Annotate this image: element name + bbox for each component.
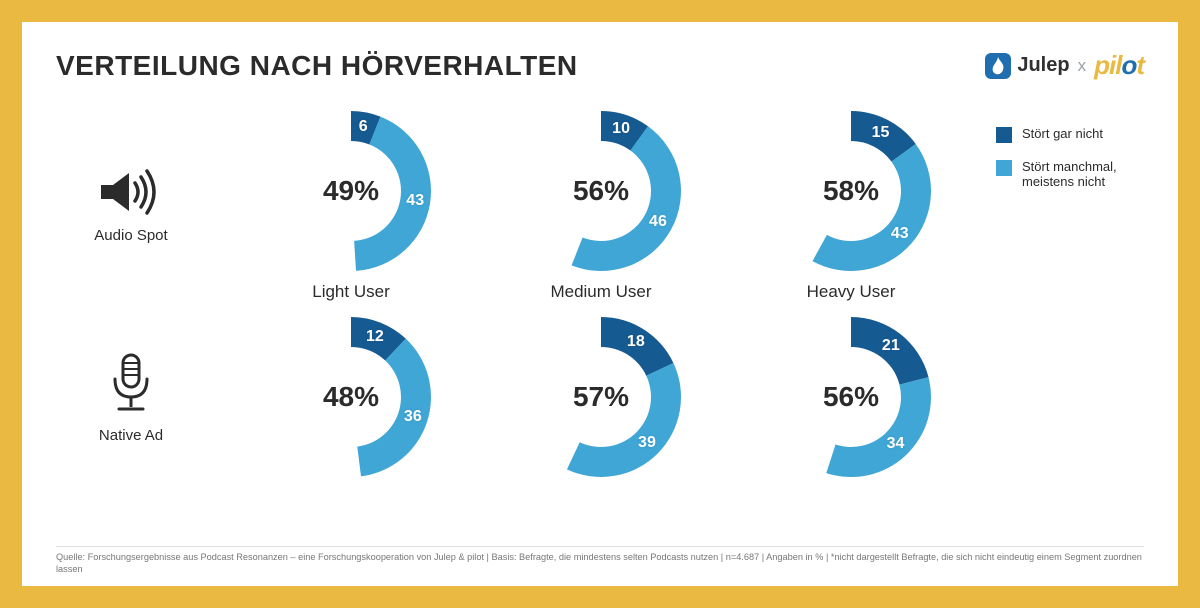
donut-native-medium: 57%18 39: [496, 312, 706, 482]
row-label-native-ad: Native Ad: [56, 351, 206, 444]
microphone-icon: [105, 351, 157, 419]
donut-center-value: 56%: [516, 106, 686, 276]
donut-audio-light: 49%6 43 Light User: [246, 106, 456, 302]
donut-segment-value: 39: [638, 434, 656, 452]
legend-item: Stört gar nicht: [996, 126, 1144, 143]
legend-swatch-light: [996, 160, 1012, 176]
page-title: VERTEILUNG NACH HÖRVERHALTEN: [56, 50, 578, 82]
donut-segment-value: 18: [627, 333, 645, 351]
donut-segment-value: 34: [887, 435, 905, 453]
julep-logo: Julep: [985, 53, 1069, 79]
legend-swatch-dark: [996, 127, 1012, 143]
donut-native-light: 48%12 36: [246, 312, 456, 482]
row-label-audio-spot: Audio Spot: [56, 165, 206, 244]
donut-segment-value: 46: [649, 213, 667, 231]
brand-separator: x: [1078, 56, 1087, 76]
chart-row-2: Native Ad 48%12 36 57%18 39 56%21 34: [56, 312, 1144, 482]
row-label-text: Native Ad: [99, 427, 163, 444]
legend-label: Stört manchmal, meistens nicht: [1022, 159, 1144, 189]
donut-center-value: 49%: [266, 106, 436, 276]
main-panel: VERTEILUNG NACH HÖRVERHALTEN Julep x pil…: [22, 22, 1178, 586]
julep-text: Julep: [1017, 54, 1069, 77]
col-caption: Light User: [312, 282, 389, 302]
chart-row-1: Audio Spot 49%6 43 Light User 56%10 46 Med…: [56, 106, 1144, 302]
donut-segment-value: 10: [612, 120, 630, 138]
donut-segment-value: 15: [872, 124, 890, 142]
donut-segment-value: 6: [359, 118, 368, 136]
donut-audio-heavy: 58%15 43 Heavy User: [746, 106, 956, 302]
col-caption: Medium User: [550, 282, 651, 302]
donut-center-value: 56%: [766, 312, 936, 482]
donut-native-heavy: 56%21 34: [746, 312, 956, 482]
legend-label: Stört gar nicht: [1022, 126, 1103, 141]
donut-center-value: 48%: [266, 312, 436, 482]
donut-audio-medium: 56%10 46 Medium User: [496, 106, 706, 302]
donut-segment-value: 43: [891, 225, 909, 243]
pilot-logo: pilot: [1094, 50, 1144, 81]
legend: Stört gar nicht Stört manchmal, meistens…: [996, 126, 1144, 189]
row-label-text: Audio Spot: [94, 227, 167, 244]
header: VERTEILUNG NACH HÖRVERHALTEN Julep x pil…: [56, 50, 1144, 82]
donut-center-value: 57%: [516, 312, 686, 482]
speaker-icon: [95, 165, 167, 219]
donut-segment-value: 12: [366, 328, 384, 346]
brand-block: Julep x pilot: [985, 50, 1144, 81]
legend-item: Stört manchmal, meistens nicht: [996, 159, 1144, 189]
donut-segment-value: 36: [404, 408, 422, 426]
donut-center-value: 58%: [766, 106, 936, 276]
footnote: Quelle: Forschungsergebnisse aus Podcast…: [56, 546, 1144, 576]
donut-segment-value: 43: [406, 192, 424, 210]
julep-mark-icon: [985, 53, 1011, 79]
donut-segment-value: 21: [882, 337, 900, 355]
col-caption: Heavy User: [807, 282, 896, 302]
